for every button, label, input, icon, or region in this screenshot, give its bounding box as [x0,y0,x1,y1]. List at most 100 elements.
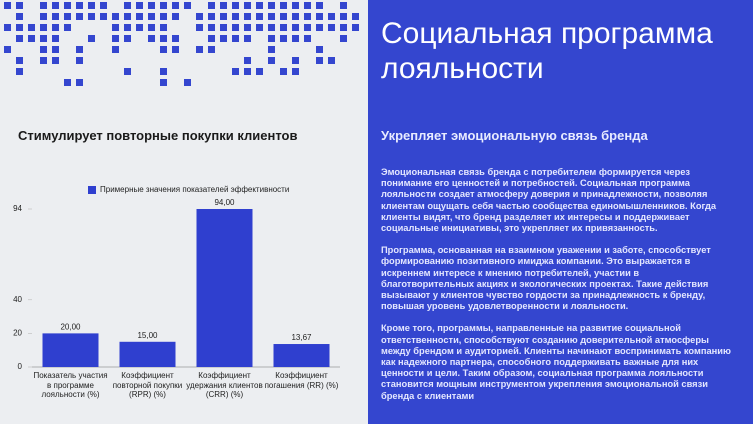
deco-square [4,2,11,9]
y-tick-label: 40 [13,295,22,304]
bar [42,333,99,367]
deco-square [232,24,239,31]
deco-square [148,24,155,31]
bar [196,209,253,367]
deco-square [28,35,35,42]
deco-square [88,35,95,42]
deco-square [172,35,179,42]
deco-square [76,13,83,20]
deco-square [316,2,323,9]
deco-square [40,35,47,42]
deco-square [160,68,167,75]
deco-square [64,24,71,31]
deco-square [268,24,275,31]
deco-square [88,2,95,9]
deco-square [292,24,299,31]
deco-square [340,2,347,9]
x-tick-label: Коэффициент удержания клиентов (CRR) (%) [186,371,263,399]
deco-square [208,24,215,31]
deco-square [124,2,131,9]
deco-square [112,46,119,53]
deco-square [64,79,71,86]
subtitle: Укрепляет эмоциональную связь бренда [381,128,648,143]
value-label: 15,00 [137,331,158,340]
deco-square [244,35,251,42]
deco-square [280,2,287,9]
deco-square [76,79,83,86]
deco-square [16,24,23,31]
deco-square [16,35,23,42]
deco-square [172,13,179,20]
deco-square [268,2,275,9]
deco-square [100,2,107,9]
y-tick-label: 20 [13,328,22,337]
deco-square [280,24,287,31]
deco-square [124,35,131,42]
deco-square [40,24,47,31]
deco-square [64,2,71,9]
deco-square [280,35,287,42]
deco-square [328,57,335,64]
deco-square [328,24,335,31]
deco-square [40,57,47,64]
deco-square [256,68,263,75]
deco-square [268,57,275,64]
paragraph: Программа, основанная на взаимном уважен… [381,245,711,312]
deco-square [304,13,311,20]
deco-square [196,46,203,53]
deco-square [220,35,227,42]
left-heading: Стимулирует повторные покупки клиентов [18,128,298,143]
value-label: 94,00 [214,198,235,207]
deco-square [316,24,323,31]
deco-square [292,2,299,9]
deco-square [160,79,167,86]
title: Социальная программа лояльности [381,17,713,85]
deco-square [148,2,155,9]
deco-square [136,2,143,9]
paragraph: Кроме того, программы, направленные на р… [381,323,731,401]
deco-square [124,24,131,31]
deco-square [304,24,311,31]
deco-square [112,24,119,31]
deco-square [304,35,311,42]
deco-square [268,46,275,53]
deco-square [280,13,287,20]
deco-square [160,35,167,42]
deco-square [4,24,11,31]
deco-square [268,35,275,42]
deco-square [268,13,275,20]
deco-square [100,13,107,20]
value-label: 20,00 [60,322,81,331]
deco-square [136,13,143,20]
deco-square [40,46,47,53]
deco-square [52,24,59,31]
deco-square [328,13,335,20]
deco-square [64,13,71,20]
deco-square [76,57,83,64]
deco-square [256,2,263,9]
deco-square [16,2,23,9]
deco-square [148,35,155,42]
deco-square [232,2,239,9]
deco-square [244,68,251,75]
deco-square [136,24,143,31]
deco-square [112,35,119,42]
legend-label: Примерные значения показателей эффективн… [100,185,289,194]
deco-square [340,35,347,42]
deco-square [244,2,251,9]
deco-square [172,2,179,9]
deco-square [196,24,203,31]
deco-square [196,13,203,20]
deco-square [316,46,323,53]
body-text: Эмоциональная связь бренда с потребителе… [381,167,733,413]
deco-square [340,24,347,31]
value-label: 13,67 [291,333,312,342]
deco-square [76,46,83,53]
deco-square [208,46,215,53]
deco-square [292,57,299,64]
y-tick-label: 0 [18,362,23,371]
deco-square [16,13,23,20]
right-panel: Социальная программа лояльности Укрепляе… [368,0,753,424]
deco-square [256,24,263,31]
deco-square [16,57,23,64]
